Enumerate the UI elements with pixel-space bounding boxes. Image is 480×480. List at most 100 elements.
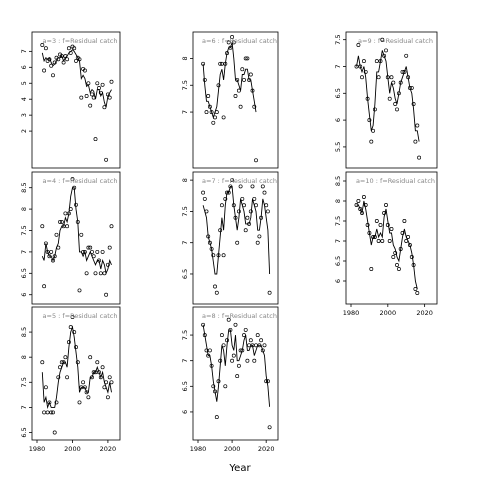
y-tick-label: 8.5 xyxy=(20,327,28,337)
data-point xyxy=(387,96,392,101)
y-tick-label: 6.5 xyxy=(334,256,342,266)
panel-label: a=7 : f=Residual catch xyxy=(202,177,277,185)
panel-8: 6 6.5 7 7.5 8 8.5 1980 2000 2020 a=10 : f=Residua… xyxy=(334,171,438,317)
data-point xyxy=(413,287,418,291)
data-point xyxy=(223,61,228,66)
data-point xyxy=(226,190,231,195)
data-point xyxy=(231,40,236,45)
data-point xyxy=(211,120,216,125)
data-point xyxy=(406,235,411,239)
data-point xyxy=(360,211,364,215)
data-point xyxy=(206,94,211,98)
data-point xyxy=(376,75,381,80)
data-point xyxy=(242,333,246,338)
data-point xyxy=(391,255,396,259)
panel-frame xyxy=(192,306,279,441)
data-point xyxy=(105,262,110,267)
data-point xyxy=(218,61,223,66)
data-point xyxy=(356,199,361,203)
data-point xyxy=(259,338,264,343)
data-point xyxy=(218,358,223,363)
data-point xyxy=(65,224,70,229)
data-point xyxy=(59,54,64,59)
panel-frame xyxy=(345,171,438,305)
data-point xyxy=(43,46,48,51)
data-point xyxy=(376,239,381,243)
data-point xyxy=(372,107,377,112)
data-point xyxy=(247,221,252,226)
data-point xyxy=(361,59,366,64)
data-point xyxy=(74,58,78,63)
data-point xyxy=(107,95,112,100)
data-point xyxy=(51,410,55,415)
data-point xyxy=(257,343,262,348)
data-point xyxy=(51,73,55,78)
panel-3: 6.5 7 7.5 8 8.5 1980 2000 2020 a=5 : f=Residual … xyxy=(20,306,121,453)
data-point xyxy=(242,77,246,82)
data-point xyxy=(54,400,59,405)
data-point xyxy=(228,327,233,332)
data-point xyxy=(411,102,416,106)
data-point xyxy=(402,69,407,74)
data-point xyxy=(88,355,93,360)
data-point xyxy=(70,315,75,319)
panel-label: a=10 : f=Residual catch xyxy=(356,177,435,185)
data-point xyxy=(77,288,82,293)
data-point xyxy=(389,75,394,80)
data-point xyxy=(81,380,86,385)
data-point xyxy=(257,234,262,239)
data-point xyxy=(214,290,219,295)
y-tick-label: 7 xyxy=(181,359,189,363)
y-tick-label: 7.5 xyxy=(181,206,189,216)
data-point xyxy=(47,254,52,259)
data-point xyxy=(230,358,235,363)
data-point xyxy=(207,240,212,245)
data-point xyxy=(63,211,68,216)
data-point xyxy=(252,104,257,109)
data-point xyxy=(109,79,114,84)
x-tick-label: 2020 xyxy=(100,445,117,453)
data-point xyxy=(254,158,258,163)
data-point xyxy=(367,118,372,123)
fitted-line xyxy=(202,324,271,407)
data-point xyxy=(109,224,114,229)
fitted-line xyxy=(202,42,257,119)
y-tick-label: 5 xyxy=(20,81,28,85)
data-point xyxy=(248,72,253,77)
data-point xyxy=(380,239,385,243)
data-point xyxy=(86,81,91,86)
data-point xyxy=(40,224,45,229)
x-tick-label: 2000 xyxy=(380,309,397,317)
data-point xyxy=(90,375,94,380)
data-point xyxy=(204,110,209,115)
data-point xyxy=(52,254,57,259)
y-tick-label: 7 xyxy=(20,405,28,409)
data-point xyxy=(219,203,224,208)
data-point xyxy=(102,271,107,276)
data-point xyxy=(230,178,235,183)
data-point xyxy=(56,245,61,250)
data-point xyxy=(47,57,52,62)
data-point xyxy=(95,360,100,365)
y-tick-label: 7 xyxy=(20,49,28,53)
data-point xyxy=(393,102,398,106)
y-tick-label: 8.5 xyxy=(20,183,28,193)
data-point xyxy=(240,196,245,201)
fitted-line xyxy=(356,50,420,142)
data-point xyxy=(77,400,82,405)
data-point xyxy=(378,59,383,64)
data-point xyxy=(47,400,52,405)
data-point xyxy=(42,284,47,289)
data-point xyxy=(97,370,101,375)
data-point xyxy=(223,196,228,201)
data-point xyxy=(395,107,399,112)
fitted-line xyxy=(41,49,112,108)
y-tick-label: 7 xyxy=(181,241,189,245)
data-point xyxy=(59,219,64,224)
panel-frame xyxy=(31,171,121,305)
y-tick-label: 8 xyxy=(20,207,28,211)
data-point xyxy=(409,255,414,259)
data-point xyxy=(42,68,47,73)
data-point xyxy=(255,333,260,338)
data-point xyxy=(245,215,250,220)
